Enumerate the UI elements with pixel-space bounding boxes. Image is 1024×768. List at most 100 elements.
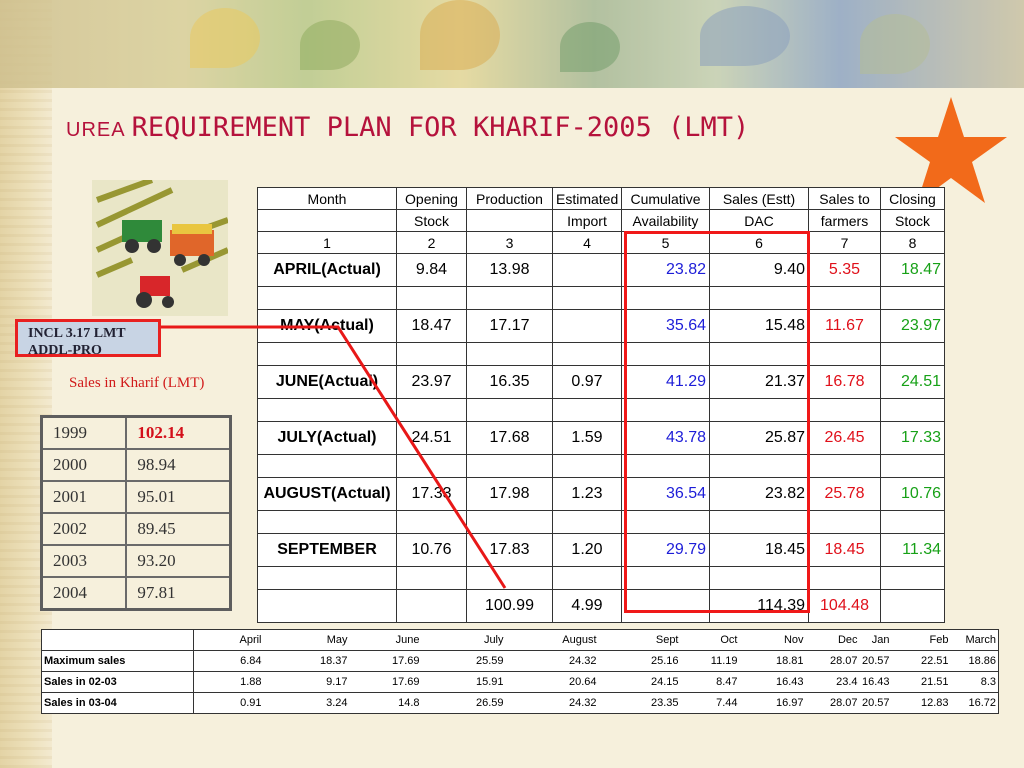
production-cell: 17.17: [466, 309, 553, 343]
value-cell: 28.07: [805, 692, 860, 714]
sales-farmers-cell: 11.67: [808, 309, 881, 343]
month-header: April: [193, 629, 264, 651]
year-cell: 2003: [40, 544, 128, 578]
cumulative-cell: 41.29: [621, 365, 710, 399]
table-row: APRIL(Actual) 9.84 13.98 23.82 9.40 5.35…: [257, 253, 945, 287]
month-header: Feb: [891, 629, 951, 651]
total-sales-farmers: 104.48: [808, 589, 881, 623]
value-cell: 24.32: [505, 650, 599, 672]
import-cell: 1.23: [552, 477, 622, 511]
header-opening: Opening: [396, 187, 467, 210]
col-number: 7: [808, 231, 881, 254]
value-cell: 18.37: [263, 650, 350, 672]
header2-import: Import: [552, 209, 622, 232]
table-row: MAY(Actual) 18.47 17.17 35.64 15.48 11.6…: [257, 309, 945, 343]
value-cell: 16.43: [859, 671, 892, 693]
sales-dac-cell: 21.37: [709, 365, 809, 399]
sales-farmers-cell: 18.45: [808, 533, 881, 567]
value-cell: 28.07: [805, 650, 860, 672]
value-cell: 0.91: [193, 692, 264, 714]
sales-farmers-cell: 25.78: [808, 477, 881, 511]
month-header: Jan: [859, 629, 892, 651]
cumulative-cell: 35.64: [621, 309, 710, 343]
value-cell: 12.83: [891, 692, 951, 714]
value-cell: 25.59: [421, 650, 506, 672]
page-title: UREA REQUIREMENT PLAN FOR KHARIF-2005 (LM…: [66, 112, 749, 143]
value-cell: 21.51: [891, 671, 951, 693]
month-cell: JULY(Actual): [257, 421, 397, 455]
opening-cell: 10.76: [396, 533, 467, 567]
value-cell: 98.94: [125, 448, 232, 482]
value-cell: 9.17: [263, 671, 350, 693]
value-cell: 25.16: [598, 650, 681, 672]
callout-line-1: INCL 3.17 LMT: [28, 326, 126, 341]
closing-cell: 23.97: [880, 309, 945, 343]
value-cell: 20.57: [859, 692, 892, 714]
totals-blank: [396, 589, 467, 623]
year-cell: 2004: [40, 576, 128, 611]
production-cell: 17.68: [466, 421, 553, 455]
col-number: 4: [552, 231, 622, 254]
total-import: 4.99: [552, 589, 622, 623]
cumulative-cell: 43.78: [621, 421, 710, 455]
sales-dac-cell: 25.87: [709, 421, 809, 455]
value-cell: 23.35: [598, 692, 681, 714]
value-cell: 93.20: [125, 544, 232, 578]
table-row: 1999 102.14: [40, 415, 232, 450]
value-cell: 20.57: [859, 650, 892, 672]
month-header: Sept: [598, 629, 681, 651]
header-row-1: Month Opening Production Estimated Cumul…: [257, 187, 945, 210]
value-cell: 14.8: [349, 692, 422, 714]
cumulative-cell: 36.54: [621, 477, 710, 511]
table-row: JULY(Actual) 24.51 17.68 1.59 43.78 25.8…: [257, 421, 945, 455]
month-cell: SEPTEMBER: [257, 533, 397, 567]
value-cell: 8.3: [950, 671, 999, 693]
top-banner-image: [0, 0, 1024, 88]
header-closing: Closing: [880, 187, 945, 210]
table-row: Maximum sales 6.84 18.37 17.69 25.59 24.…: [41, 650, 999, 672]
column-number-row: 1 2 3 4 5 6 7 8: [257, 231, 945, 254]
closing-cell: 11.34: [880, 533, 945, 567]
spacer-row: [257, 510, 945, 534]
sales-dac-cell: 15.48: [709, 309, 809, 343]
sales-farmers-cell: 26.45: [808, 421, 881, 455]
production-cell: 17.83: [466, 533, 553, 567]
header-sales-estt: Sales (Estt): [709, 187, 809, 210]
table-row: Sales in 02-03 1.88 9.17 17.69 15.91 20.…: [41, 671, 999, 693]
production-cell: 13.98: [466, 253, 553, 287]
col-number: 8: [880, 231, 945, 254]
header-production: Production: [466, 187, 553, 210]
value-cell: 3.24: [263, 692, 350, 714]
table-row: 2003 93.20: [40, 544, 232, 578]
header2-dac: DAC: [709, 209, 809, 232]
year-cell: 1999: [40, 415, 128, 450]
table-row: 2000 98.94: [40, 448, 232, 482]
month-header: Oct: [680, 629, 740, 651]
value-cell: 15.91: [421, 671, 506, 693]
value-cell: 16.43: [739, 671, 806, 693]
opening-cell: 17.33: [396, 477, 467, 511]
sales-dac-cell: 23.82: [709, 477, 809, 511]
closing-cell: 24.51: [880, 365, 945, 399]
production-cell: 17.98: [466, 477, 553, 511]
import-cell: 1.20: [552, 533, 622, 567]
tractor-field-clipart: [92, 180, 228, 316]
row-label: Sales in 02-03: [41, 671, 194, 693]
header-month: Month: [257, 187, 397, 210]
row-label: Maximum sales: [41, 650, 194, 672]
value-cell: 7.44: [680, 692, 740, 714]
table-row: 2002 89.45: [40, 512, 232, 546]
month-header: July: [421, 629, 506, 651]
closing-cell: 10.76: [880, 477, 945, 511]
import-cell: [552, 253, 622, 287]
year-cell: 2000: [40, 448, 128, 482]
month-cell: AUGUST(Actual): [257, 477, 397, 511]
sales-farmers-cell: 5.35: [808, 253, 881, 287]
value-cell: 17.69: [349, 650, 422, 672]
title-prefix: UREA: [66, 119, 126, 141]
value-cell: 102.14: [125, 415, 232, 450]
spacer-row: [257, 286, 945, 310]
table-row: 2001 95.01: [40, 480, 232, 514]
blank-header: [41, 629, 194, 651]
cumulative-cell: 29.79: [621, 533, 710, 567]
